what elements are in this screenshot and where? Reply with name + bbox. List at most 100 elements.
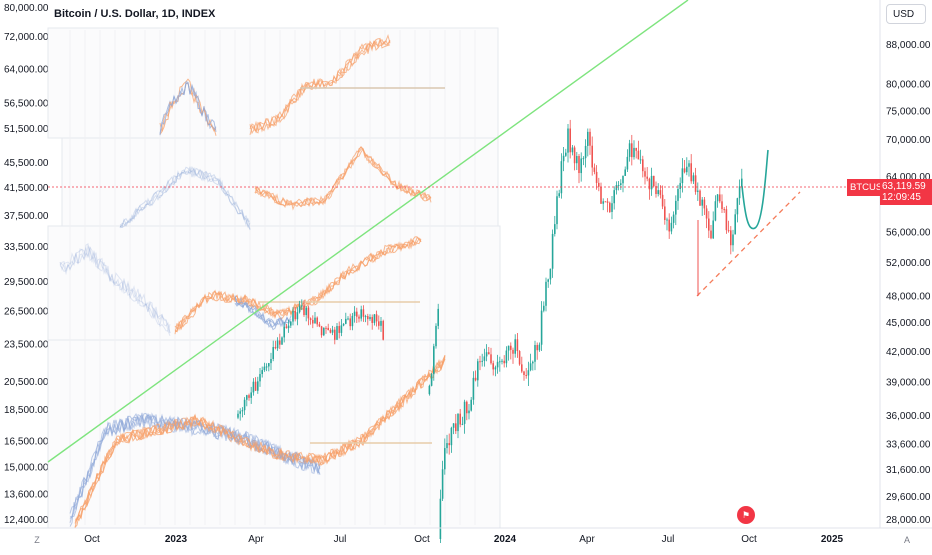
candle-body <box>303 305 305 316</box>
candle-body <box>538 344 541 351</box>
overlay-line-mid <box>254 148 432 207</box>
candle-body <box>664 206 666 220</box>
right-axis-tick-10: 42,000.00 <box>886 347 931 358</box>
candle-body <box>655 186 657 195</box>
candle-body <box>710 230 712 239</box>
candle-body <box>628 143 631 157</box>
right-axis-tick-13: 33,600.00 <box>886 439 931 450</box>
candle-body <box>250 392 252 398</box>
right-axis-tick-4: 64,000.00 <box>886 172 931 183</box>
candle-body <box>281 337 283 345</box>
candle-body <box>516 339 519 352</box>
candle-body <box>562 155 565 162</box>
auto-scale-button[interactable]: A <box>903 535 910 545</box>
candle-body <box>622 175 624 184</box>
candle-body <box>485 352 488 357</box>
candle-body <box>672 214 675 223</box>
candle-body <box>650 175 653 190</box>
overlay-line-third <box>59 244 171 332</box>
candle-body <box>296 312 299 320</box>
candle-body <box>626 156 629 170</box>
candle-body <box>336 326 338 340</box>
left-axis-tick-1: 72,000.00 <box>4 32 49 43</box>
us-flag-event-icon[interactable]: ⚑ <box>737 506 755 524</box>
overlay-line-top <box>159 81 217 136</box>
candle-body <box>382 320 384 340</box>
candle-body <box>697 190 699 192</box>
overlay-line-mid <box>119 166 251 229</box>
overlay-line-top <box>249 39 391 134</box>
left-axis-tick-2: 64,000.00 <box>4 64 49 75</box>
candle-body <box>285 326 288 329</box>
overlay-line-third <box>59 245 171 336</box>
overlay-line-third <box>59 242 171 334</box>
candle-body <box>472 377 475 400</box>
candle-body <box>593 167 596 172</box>
candle-body <box>292 311 294 322</box>
candle-body <box>428 385 431 395</box>
right-axis-tick-11: 39,000.00 <box>886 378 931 389</box>
candle-body <box>558 193 560 197</box>
candle-body <box>536 345 538 351</box>
currency-selector[interactable]: USD <box>886 4 926 24</box>
candle-body <box>452 423 455 428</box>
candle-body <box>450 427 453 446</box>
candle-body <box>334 329 336 340</box>
candle-body <box>327 327 329 330</box>
candle-body <box>276 340 279 349</box>
candle-body <box>239 411 241 414</box>
zoom-toggle-button[interactable]: Z <box>34 535 40 545</box>
candle-body <box>589 131 591 146</box>
overlay-line-top <box>249 38 391 135</box>
candle-body <box>325 327 327 329</box>
candle-body <box>573 147 576 164</box>
candle-body <box>347 318 349 320</box>
candle-body <box>551 233 554 269</box>
candle-body <box>730 230 732 246</box>
candle-body <box>488 352 490 355</box>
candle-body <box>490 354 492 364</box>
right-axis-tick-9: 45,000.00 <box>886 318 931 329</box>
candle-body <box>727 230 730 232</box>
candle-body <box>587 131 589 146</box>
candle-body <box>716 194 719 202</box>
candle-body <box>241 410 244 412</box>
bar-countdown: 12:09:45 <box>882 192 921 203</box>
candle-body <box>648 178 651 190</box>
candle-body <box>582 158 585 160</box>
candle-body <box>567 128 569 153</box>
candle-body <box>609 202 611 212</box>
candle-body <box>613 190 615 204</box>
candles <box>237 119 743 544</box>
candle-body <box>598 182 600 187</box>
left-axis-tick-6: 41,500.00 <box>4 183 49 194</box>
left-axis-tick-4: 51,500.00 <box>4 124 49 135</box>
candle-body <box>657 190 659 195</box>
candle-body <box>732 234 734 246</box>
candle-body <box>272 347 274 359</box>
candle-body <box>461 423 464 425</box>
candle-body <box>312 319 314 324</box>
candle-body <box>600 186 602 204</box>
overlay-line-mid <box>119 166 251 230</box>
candle-body <box>686 166 688 173</box>
candle-body <box>342 323 345 326</box>
candle-body <box>584 145 587 159</box>
candle-body <box>367 316 369 320</box>
candle-body <box>259 374 261 382</box>
candle-body <box>257 381 259 391</box>
candle-body <box>569 128 571 153</box>
overlay-line-third <box>59 246 171 334</box>
left-axis-tick-7: 37,500.00 <box>4 211 49 222</box>
candle-body <box>340 325 343 333</box>
x-axis-tick-5: 2024 <box>494 534 517 545</box>
candle-body <box>479 361 481 363</box>
candle-body <box>254 381 257 391</box>
candle-body <box>375 314 378 322</box>
candle-body <box>708 218 710 231</box>
candle-body <box>617 184 620 186</box>
candle-body <box>448 443 450 446</box>
right-axis-tick-7: 52,000.00 <box>886 258 931 269</box>
